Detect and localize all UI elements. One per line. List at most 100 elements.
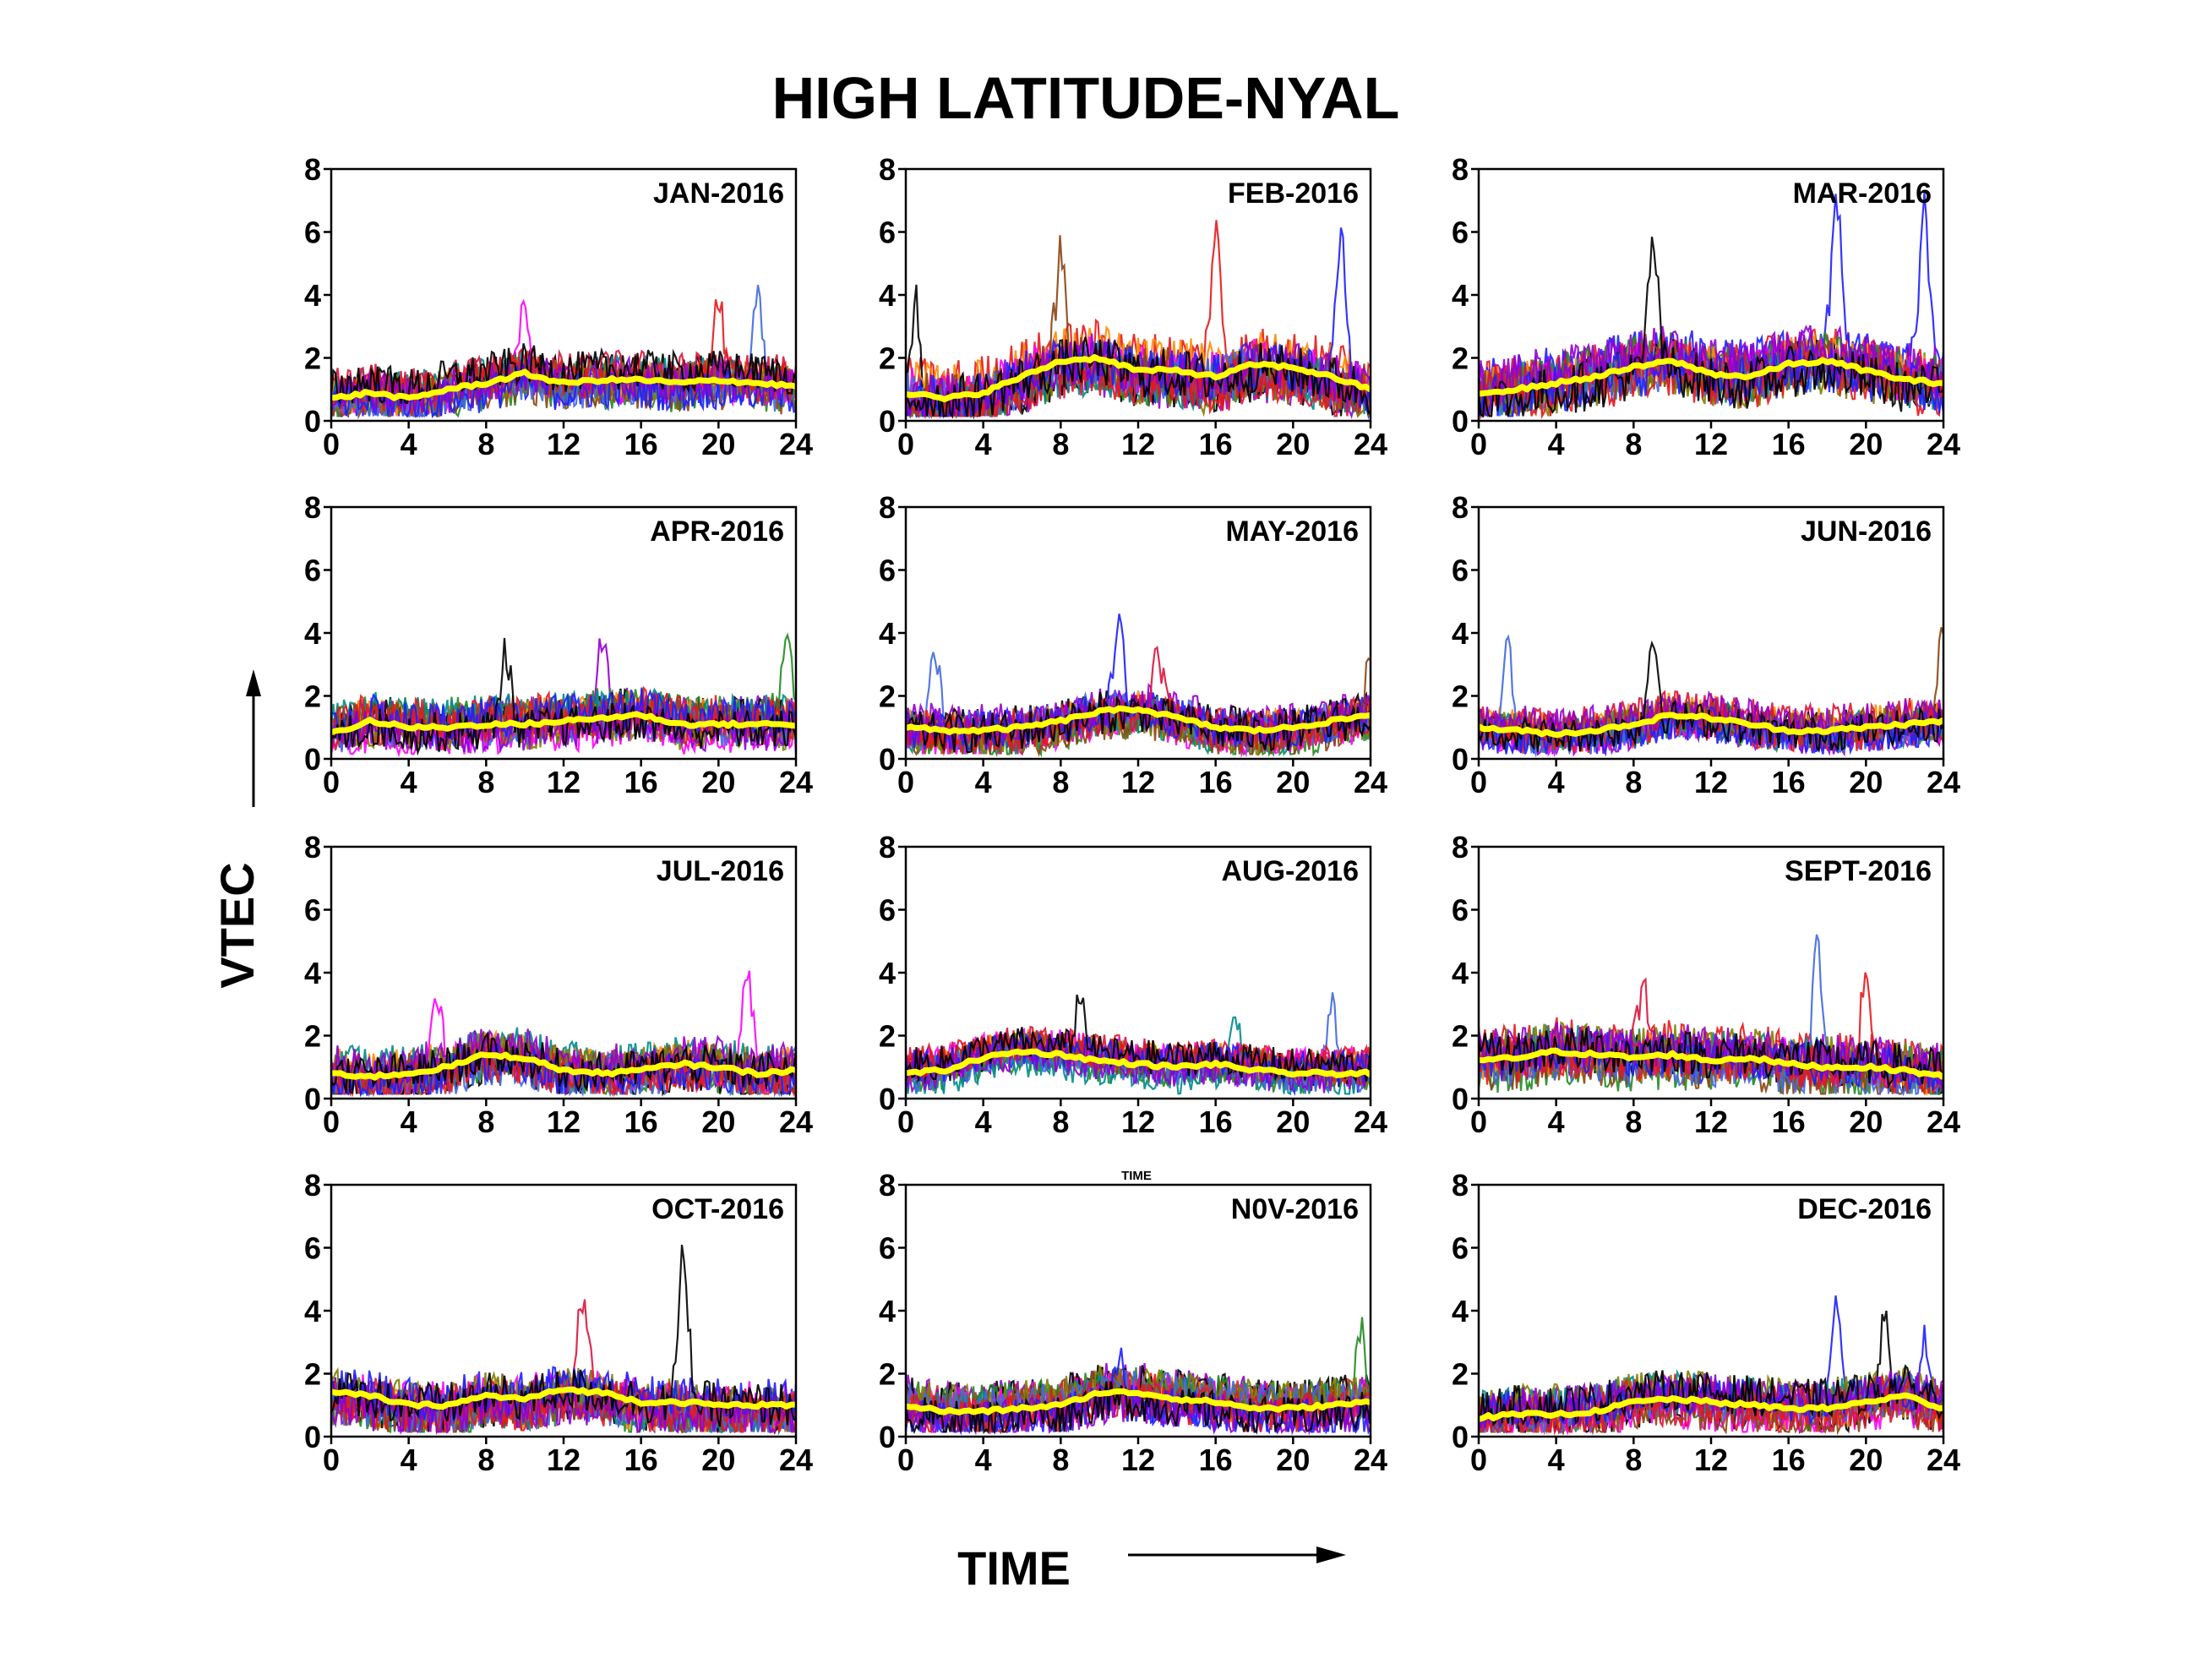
y-tick-label: 2	[304, 1357, 321, 1392]
y-tick-label: 6	[1452, 893, 1469, 928]
x-tick-label: 8	[477, 765, 494, 799]
x-tick-label: 20	[1276, 765, 1310, 799]
daily-trace	[1479, 1387, 1943, 1436]
x-tick-label: 16	[624, 1105, 658, 1139]
y-tick-label: 2	[879, 1357, 896, 1392]
x-tick-label: 16	[1199, 765, 1233, 799]
x-tick-label: 8	[477, 1105, 494, 1139]
y-tick-label: 8	[879, 830, 896, 865]
y-tick-label: 8	[304, 830, 321, 865]
y-tick-label: 8	[304, 152, 321, 187]
x-tick-label: 8	[1625, 1105, 1642, 1139]
y-tick-label: 0	[1452, 1082, 1469, 1116]
x-tick-label: 16	[1199, 1443, 1233, 1477]
y-tick-label: 6	[879, 554, 896, 588]
mean-line	[1479, 1392, 1943, 1422]
daily-traces	[331, 1244, 796, 1436]
y-tick-label: 8	[879, 152, 896, 187]
x-tick-label: 20	[701, 1443, 735, 1477]
x-axis-label: TIME	[957, 1541, 1071, 1595]
x-tick-label: 16	[1772, 1443, 1806, 1477]
x-tick-label: 8	[477, 1443, 494, 1477]
x-tick-label: 4	[1548, 427, 1565, 461]
mean-line	[906, 1388, 1371, 1415]
x-tick-label: 24	[1927, 427, 1960, 461]
x-tick-label: 16	[624, 427, 658, 461]
daily-trace	[331, 1028, 796, 1083]
y-tick-label: 8	[879, 1168, 896, 1203]
x-tick-label: 24	[779, 1443, 813, 1477]
x-tick-label: 20	[701, 1105, 735, 1139]
y-tick-label: 8	[304, 1168, 321, 1203]
mean-line	[906, 705, 1371, 735]
y-tick-label: 6	[879, 215, 896, 250]
daily-trace	[1479, 640, 1943, 753]
daily-trace	[331, 1030, 796, 1094]
x-tick-label: 4	[401, 765, 417, 799]
daily-traces	[906, 1317, 1371, 1436]
x-tick-label: 8	[1052, 427, 1069, 461]
daily-trace	[906, 694, 1371, 754]
y-tick-label: 6	[1452, 1231, 1469, 1266]
x-tick-label: 20	[1849, 427, 1883, 461]
panel-label: DEC-2016	[1797, 1193, 1932, 1225]
x-tick-label: 8	[1052, 765, 1069, 799]
daily-trace	[331, 363, 796, 419]
daily-trace	[1479, 1027, 1943, 1090]
x-tick-label: 24	[1927, 1105, 1960, 1139]
mean-line	[906, 354, 1371, 402]
x-tick-label: 8	[1052, 1443, 1069, 1477]
daily-trace	[1479, 690, 1943, 743]
panel-label: SEPT-2016	[1785, 855, 1932, 887]
daily-trace	[906, 994, 1371, 1083]
x-tick-label: 0	[897, 427, 914, 461]
daily-trace	[331, 1244, 796, 1427]
x-tick-label: 8	[1625, 765, 1642, 799]
y-tick-label: 0	[304, 742, 321, 777]
daily-traces	[1479, 1295, 1943, 1436]
y-tick-label: 6	[304, 554, 321, 588]
x-tick-label: 20	[1849, 1443, 1883, 1477]
x-tick-label: 20	[1276, 427, 1310, 461]
x-tick-label: 4	[1548, 1443, 1565, 1477]
panel-label: FEB-2016	[1228, 177, 1359, 210]
y-tick-label: 6	[1452, 215, 1469, 250]
y-tick-label: 2	[1452, 1019, 1469, 1054]
x-tick-label: 0	[323, 765, 340, 799]
y-tick-label: 2	[304, 1019, 321, 1054]
y-tick-label: 6	[304, 893, 321, 928]
x-tick-label: 20	[701, 765, 735, 799]
daily-traces	[1479, 192, 1943, 420]
x-tick-label: 0	[1470, 1105, 1487, 1139]
y-tick-label: 0	[879, 1082, 896, 1116]
x-tick-label: 24	[1354, 1105, 1387, 1139]
daily-traces	[1479, 934, 1943, 1097]
mean-line	[1479, 1047, 1943, 1080]
y-tick-label: 2	[879, 1019, 896, 1054]
x-tick-label: 4	[1548, 1105, 1565, 1139]
x-tick-label: 20	[1276, 1105, 1310, 1139]
x-tick-label: 0	[897, 1443, 914, 1477]
x-tick-label: 0	[897, 765, 914, 799]
daily-trace	[331, 299, 796, 417]
y-tick-label: 8	[304, 490, 321, 525]
daily-traces	[906, 992, 1371, 1096]
x-tick-label: 24	[1927, 765, 1960, 799]
panel-label: OCT-2016	[651, 1193, 784, 1225]
x-tick-label: 12	[1121, 1443, 1155, 1477]
y-tick-label: 2	[304, 341, 321, 376]
x-tick-label: 0	[1470, 765, 1487, 799]
y-tick-label: 2	[1452, 341, 1469, 376]
x-tick-label: 12	[547, 427, 580, 461]
y-tick-label: 0	[304, 1082, 321, 1116]
y-tick-label: 4	[879, 1294, 896, 1328]
x-tick-label: 0	[897, 1105, 914, 1139]
x-tick-label: 12	[1694, 1105, 1728, 1139]
